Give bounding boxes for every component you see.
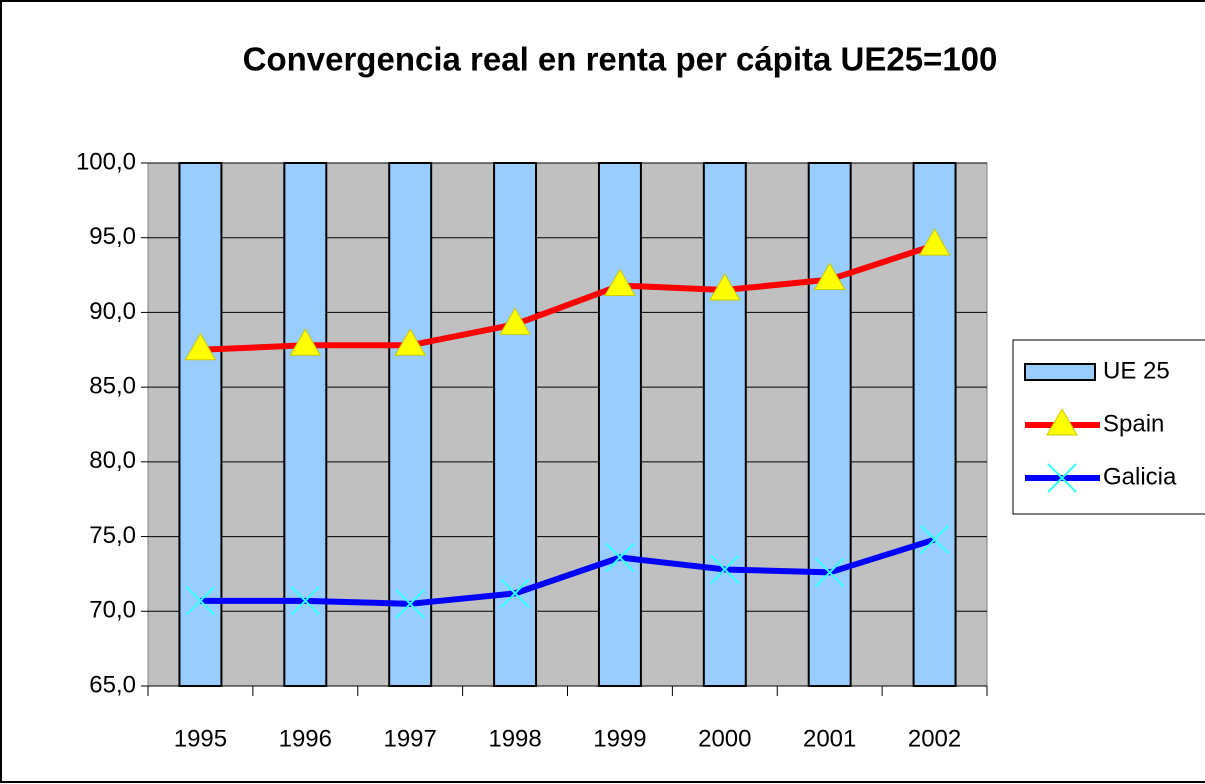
x-tick-label: 2000 <box>698 725 751 752</box>
marker <box>604 268 636 297</box>
bar <box>702 162 747 687</box>
marker <box>1046 407 1078 436</box>
marker <box>184 332 217 361</box>
bar <box>388 162 433 687</box>
y-tick-label: 80,0 <box>89 447 136 474</box>
bar <box>807 162 852 687</box>
x-tick-label: 2001 <box>803 725 856 752</box>
plot-area <box>147 162 988 687</box>
marker <box>1047 463 1077 493</box>
legend-label: UE 25 <box>1103 357 1170 384</box>
marker <box>500 578 530 609</box>
x-tick-label: 1999 <box>593 725 646 752</box>
marker <box>708 273 741 301</box>
marker <box>499 307 531 335</box>
line <box>200 242 936 353</box>
legend-swatch <box>1024 363 1096 381</box>
bar <box>597 162 642 687</box>
marker <box>710 554 740 585</box>
y-tick-label: 75,0 <box>89 522 136 549</box>
x-tick-label: 1998 <box>488 725 541 752</box>
marker <box>185 586 216 616</box>
y-tick-label: 70,0 <box>89 597 136 624</box>
marker <box>814 557 845 588</box>
chart-title: Convergencia real en renta per cápita UE… <box>243 41 998 78</box>
bar <box>178 162 223 687</box>
marker <box>290 586 321 616</box>
y-tick-label: 65,0 <box>89 671 136 698</box>
legend: UE 25 Spain Galicia <box>1012 339 1205 515</box>
marker <box>289 328 322 356</box>
bar <box>283 162 328 687</box>
x-tick-label: 1997 <box>383 725 436 752</box>
line <box>200 536 936 607</box>
legend-label: Galicia <box>1103 463 1177 490</box>
marker <box>813 262 846 291</box>
y-tick-label: 100,0 <box>76 148 136 175</box>
marker <box>918 228 951 256</box>
bar <box>493 162 538 687</box>
marker <box>919 524 950 555</box>
y-tick-label: 90,0 <box>89 298 136 325</box>
x-tick-label: 2002 <box>908 725 961 752</box>
legend-label: Spain <box>1103 410 1164 437</box>
x-tick-label: 1995 <box>174 725 227 752</box>
marker <box>394 328 427 356</box>
y-tick-label: 95,0 <box>89 223 136 250</box>
marker <box>395 589 425 619</box>
marker <box>605 542 635 573</box>
x-tick-label: 1996 <box>279 725 332 752</box>
y-tick-label: 85,0 <box>89 372 136 399</box>
